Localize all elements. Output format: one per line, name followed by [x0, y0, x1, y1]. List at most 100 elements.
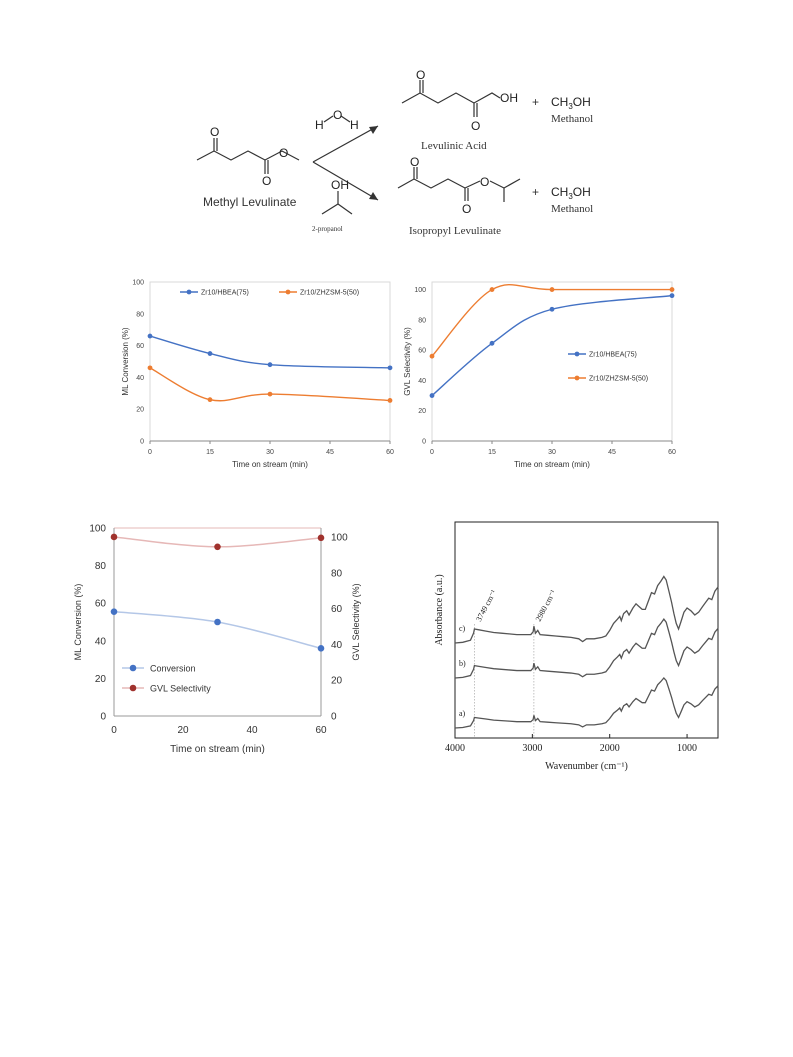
y-tick-label: 100	[132, 280, 144, 287]
y-tick-label: 40	[136, 375, 144, 382]
conversion-selectivity-chart: 0 20 40 60 80 100 0 20 40 60 80 100 0 20 40 60 Time on s…	[73, 524, 361, 756]
water-h: H	[315, 118, 324, 132]
atom-o: O	[416, 68, 425, 82]
y-tick-label: 40	[418, 378, 426, 385]
x-tick-label: 60	[315, 725, 327, 736]
y2-tick-label: 60	[331, 604, 343, 615]
atom-o: O	[210, 125, 219, 139]
y-tick-label: 100	[89, 524, 106, 535]
data-point	[214, 543, 221, 551]
product1-label: Levulinic Acid	[421, 140, 487, 152]
data-point	[147, 333, 153, 339]
plus-sign: +	[532, 185, 539, 199]
y2-axis-label: GVL Selectivity (%)	[351, 583, 361, 660]
levulinic-acid-structure	[401, 92, 501, 104]
data-point	[429, 353, 435, 359]
reagent-alcohol-label: 2-propanol	[312, 225, 343, 233]
x-tick-label: 30	[266, 449, 274, 456]
data-point	[669, 287, 675, 292]
data-point	[317, 534, 325, 542]
reaction-scheme: O O O O O O O O O H H OH OH Methyl Levul…	[196, 68, 593, 237]
y-tick-label: 80	[136, 311, 144, 318]
data-point	[669, 293, 675, 299]
data-point	[267, 391, 273, 397]
y-axis-label: GVL Selectivity (%)	[403, 327, 412, 396]
x-axis-label: Time on stream (min)	[232, 460, 308, 469]
data-point	[207, 351, 213, 356]
y-tick-label: 20	[418, 408, 426, 415]
x-tick-label: 0	[148, 449, 152, 456]
atom-o: O	[262, 174, 271, 188]
data-point	[387, 398, 393, 403]
isopropanol-oh: OH	[331, 178, 349, 192]
data-point	[549, 306, 555, 312]
legend-label: Zr10/ZHZSM-5(50)	[589, 376, 648, 383]
x-tick-label: 15	[488, 449, 496, 456]
spectrum-label: a)	[459, 709, 466, 718]
x-tick-label: 40	[246, 725, 258, 736]
product2-label: Isopropyl Levulinate	[409, 225, 501, 237]
legend-label: Zr10/HBEA(75)	[201, 290, 249, 297]
data-point	[387, 365, 393, 371]
legend-marker	[129, 664, 137, 672]
isopropyl-levulinate-structure	[397, 178, 481, 189]
legend-label: Conversion	[150, 664, 196, 674]
x-tick-label: 60	[668, 449, 676, 456]
x-tick-label: 3000	[522, 743, 542, 754]
atom-o: O	[410, 155, 419, 169]
legend-marker	[574, 351, 580, 357]
y-tick-label: 40	[95, 636, 107, 647]
data-point	[110, 608, 118, 615]
data-point	[317, 645, 325, 652]
x-tick-label: 4000	[445, 743, 465, 754]
x-tick-label: 0	[430, 449, 434, 456]
legend-label: Zr10/ZHZSM-5(50)	[300, 290, 359, 297]
byproduct-formula: CH3OH	[551, 185, 591, 201]
spectrum-label: c)	[459, 624, 466, 633]
isopropanol-structure	[321, 203, 353, 215]
x-tick-label: 30	[548, 449, 556, 456]
legend-marker	[574, 375, 580, 381]
spectrum-line	[454, 676, 719, 729]
series-line	[113, 610, 322, 650]
legend-marker	[285, 289, 291, 295]
legend-marker	[129, 684, 137, 692]
x-axis-label: Wavenumber (cm⁻¹)	[545, 761, 628, 772]
y-tick-label: 0	[140, 439, 144, 446]
series-line	[149, 335, 391, 369]
x-tick-label: 45	[326, 449, 334, 456]
x-tick-label: 2000	[600, 743, 620, 754]
x-axis-label: Time on stream (min)	[170, 744, 265, 755]
reaction-arrow-up	[312, 125, 379, 163]
atom-o: O	[480, 175, 489, 189]
y2-tick-label: 40	[331, 640, 343, 651]
y-tick-label: 60	[418, 348, 426, 355]
x-tick-label: 45	[608, 449, 616, 456]
spectrum-label: b)	[459, 659, 466, 668]
y-tick-label: 100	[414, 287, 426, 294]
data-point	[489, 340, 495, 346]
water-o: O	[333, 108, 342, 122]
y-axis-label: ML Conversion (%)	[73, 584, 83, 661]
gvl-selectivity-chart: 0 20 40 60 80 100 0 15 30 45 60 Time on stream (min…	[403, 281, 676, 469]
atom-o: O	[471, 119, 480, 133]
x-tick-label: 0	[111, 725, 117, 736]
y-tick-label: 60	[136, 343, 144, 350]
x-tick-label: 15	[206, 449, 214, 456]
ftir-spectra-chart: 4000 3000 2000 1000 Wavenumber (cm⁻¹) Absorba…	[434, 521, 719, 772]
x-axis-label: Time on stream (min)	[514, 460, 590, 469]
y-tick-label: 0	[100, 712, 106, 723]
y-tick-label: 60	[95, 599, 107, 610]
series-line	[149, 367, 391, 402]
spectrum-line	[454, 617, 719, 679]
legend-marker	[186, 289, 192, 295]
plus-sign: +	[532, 95, 539, 109]
y-tick-label: 0	[422, 439, 426, 446]
reactant-label: Methyl Levulinate	[203, 195, 297, 209]
data-point	[110, 533, 118, 541]
y2-tick-label: 100	[331, 532, 348, 543]
y-tick-label: 80	[95, 561, 107, 572]
plot-area	[149, 281, 391, 442]
byproduct-name: Methanol	[551, 203, 593, 215]
y-axis-label: Absorbance (a.u.)	[434, 574, 445, 645]
